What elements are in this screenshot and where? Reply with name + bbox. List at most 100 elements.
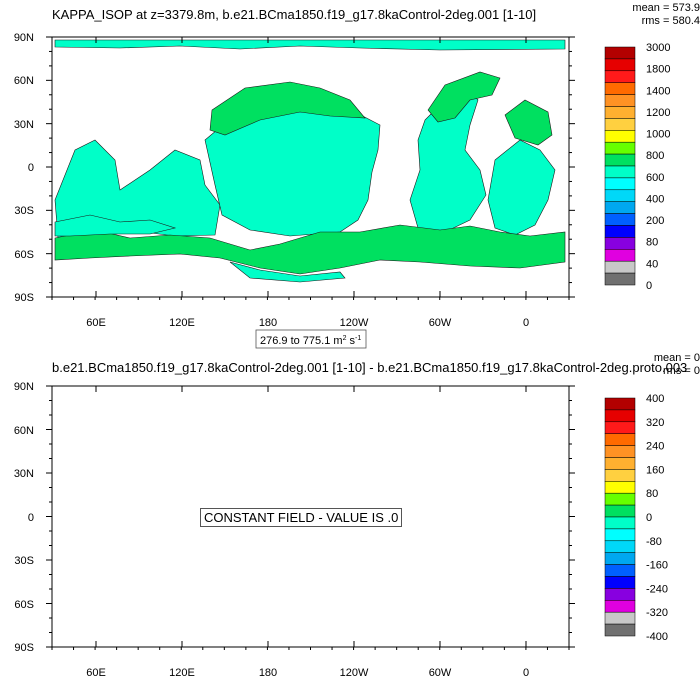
y-tick-label: 0 — [28, 162, 34, 174]
y-tick-label: 90N — [14, 32, 34, 44]
x-tick-label: 120W — [340, 667, 369, 679]
colorbar-label: 40 — [646, 258, 658, 270]
y-tick-label: 90S — [14, 292, 34, 304]
colorbar-swatch — [604, 213, 636, 226]
top-y-tick-labels: 90N 60N 30N 0 30S 60S 90S — [14, 32, 34, 304]
colorbar-swatch — [604, 46, 636, 60]
range-label-value: 276.9 to 775.1 m — [260, 335, 343, 347]
antarctic-margin — [229, 261, 346, 283]
range-label: 276.9 to 775.1 m2 s-1 — [255, 329, 367, 349]
colorbar-label: 600 — [646, 172, 664, 184]
y-tick-label: 90S — [14, 642, 34, 654]
atlantic-north-green — [427, 71, 501, 123]
range-label-sup2: -1 — [355, 335, 361, 342]
y-tick-label: 60N — [14, 75, 34, 87]
colorbar-label: -160 — [646, 560, 668, 572]
x-tick-label: 180 — [259, 317, 277, 329]
y-tick-label: 0 — [28, 512, 34, 524]
colorbar-swatch — [604, 153, 636, 167]
top-x-tick-labels: 60E 120E 180 120W 60W 0 — [86, 317, 529, 329]
y-tick-label: 60S — [14, 249, 34, 261]
range-label-text: 276.9 to 775.1 m2 s-1 — [260, 335, 361, 347]
colorbar-label: 3000 — [646, 42, 670, 54]
bottom-mean-stat: mean = 0 — [654, 352, 700, 364]
colorbar-swatch — [604, 189, 636, 202]
range-label-box — [255, 329, 367, 349]
colorbar-swatch — [604, 623, 636, 637]
x-tick-label: 120E — [169, 317, 195, 329]
colorbar-label: 160 — [646, 464, 664, 476]
bottom-colorbar: 400 320 240 160 80 0 -80 -160 -240 -320 -400 — [604, 393, 668, 643]
colorbar-label: 200 — [646, 215, 664, 227]
y-tick-label: 30N — [14, 119, 34, 131]
colorbar-label: 400 — [646, 193, 664, 205]
colorbar-swatch — [604, 552, 636, 565]
colorbar-swatch — [604, 165, 636, 179]
y-tick-label: 60N — [14, 425, 34, 437]
colorbar-swatch — [604, 58, 636, 72]
colorbar-label: 240 — [646, 441, 664, 453]
colorbar-swatch — [604, 600, 636, 613]
x-tick-label: 120E — [169, 667, 195, 679]
colorbar-label: 80 — [646, 488, 658, 500]
colorbar-swatch — [604, 457, 636, 470]
colorbar-swatch — [604, 588, 636, 601]
top-panel: KAPPA_ISOP at z=3379.8m, b.e21.BCma1850.… — [14, 2, 700, 349]
colorbar-swatch — [604, 225, 636, 238]
colorbar-label: 1400 — [646, 85, 670, 97]
colorbar-swatch — [604, 249, 636, 262]
colorbar-label: 80 — [646, 237, 658, 249]
colorbar-label: 1200 — [646, 107, 670, 119]
range-label-mid: s — [346, 335, 355, 347]
colorbar-swatch — [604, 94, 636, 107]
colorbar-swatch — [604, 82, 636, 95]
bottom-ticks — [46, 385, 575, 650]
x-tick-label: 60E — [86, 317, 106, 329]
y-tick-label: 60S — [14, 599, 34, 611]
y-tick-label: 30S — [14, 555, 34, 567]
colorbar-swatch — [604, 397, 636, 411]
colorbar-swatch — [604, 469, 636, 482]
colorbar-label: -320 — [646, 607, 668, 619]
colorbar-swatch — [604, 576, 636, 589]
colorbar-swatch — [604, 260, 636, 274]
colorbar-swatch — [604, 70, 636, 83]
y-tick-label: 90N — [14, 381, 34, 393]
bottom-map: 60E 120E 180 120W 60W 0 90N 60N 30N 0 30… — [14, 381, 575, 679]
east-north-green — [504, 99, 553, 146]
ocean-regions — [54, 39, 566, 283]
colorbar-swatch — [604, 118, 636, 131]
pacific-north-green — [209, 81, 366, 136]
colorbar-swatch — [604, 564, 636, 577]
x-tick-label: 0 — [523, 667, 529, 679]
colorbar-swatch — [604, 409, 636, 423]
colorbar-label: 0 — [646, 512, 652, 524]
east-ocean — [487, 139, 556, 236]
y-tick-label: 30S — [14, 205, 34, 217]
bottom-title: b.e21.BCma1850.f19_g17.8kaControl-2deg.0… — [52, 360, 687, 375]
colorbar-swatch — [604, 106, 636, 119]
colorbar-swatch — [604, 540, 636, 553]
top-mean-stat: mean = 573.9 — [632, 2, 700, 14]
colorbar-label: 1000 — [646, 129, 670, 141]
x-tick-label: 180 — [259, 667, 277, 679]
bottom-rms-stat: rms = 0 — [663, 365, 700, 377]
x-tick-label: 0 — [523, 317, 529, 329]
x-tick-label: 60W — [429, 317, 452, 329]
colorbar-swatch — [604, 528, 636, 542]
colorbar-swatch — [604, 141, 636, 155]
colorbar-swatch — [604, 421, 636, 434]
colorbar-swatch — [604, 481, 636, 494]
southern-band-cyan — [54, 214, 177, 237]
top-ticks — [46, 36, 575, 300]
colorbar-label: -80 — [646, 536, 662, 548]
colorbar-swatch — [604, 237, 636, 250]
top-map: 60E 120E 180 120W 60W 0 90N 60N 30N 0 30… — [14, 32, 575, 329]
colorbar-swatch — [604, 504, 636, 518]
top-title: KAPPA_ISOP at z=3379.8m, b.e21.BCma1850.… — [52, 7, 536, 22]
southern-ocean — [54, 224, 566, 275]
colorbar-swatch — [604, 130, 636, 143]
colorbar-swatch — [604, 516, 636, 530]
